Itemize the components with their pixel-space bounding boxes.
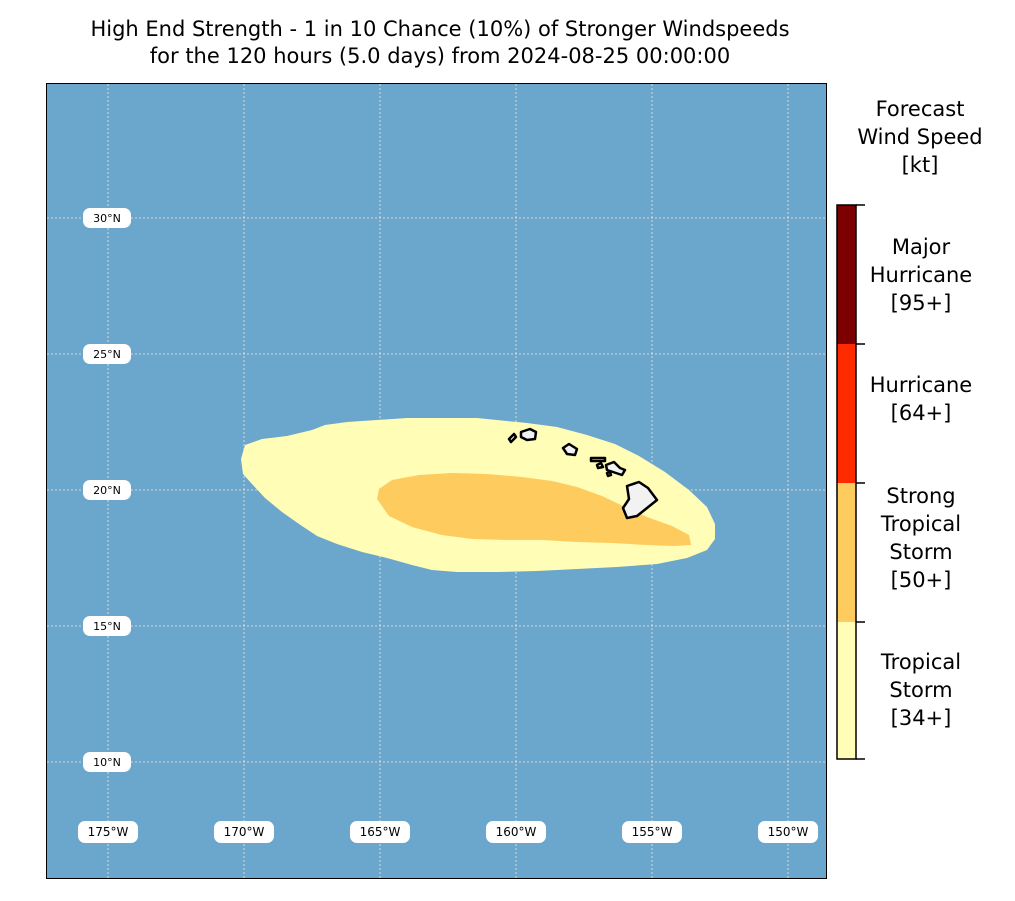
lon-labels: 175°W 170°W 165°W 160°W 155°W 150°W: [78, 821, 818, 843]
island-kauai: [519, 427, 538, 442]
lat-label-25: 25°N: [93, 348, 121, 361]
strong-tropical-storm-line-3: Storm: [889, 540, 953, 564]
colorbar-label-tropical-storm: Tropical Storm [34+]: [856, 648, 986, 732]
tropical-storm-line-2: Storm: [889, 678, 953, 702]
island-kahoolawe: [605, 470, 613, 478]
strong-tropical-storm-line-1: Strong: [886, 484, 956, 508]
lat-label-20: 20°N: [93, 484, 121, 497]
title-line-1: High End Strength - 1 in 10 Chance (10%)…: [90, 17, 790, 41]
major-hurricane-threshold: [95+]: [890, 291, 952, 315]
lon-label-160: 160°W: [496, 825, 537, 839]
island-niihau: [507, 432, 518, 444]
island-big-island: [621, 480, 659, 520]
title-line-2: for the 120 hours (5.0 days) from 2024-0…: [149, 44, 731, 68]
colorbar-label-strong-tropical-storm: Strong Tropical Storm [50+]: [856, 482, 986, 594]
strong-tropical-storm-line-2: Tropical: [880, 512, 962, 536]
lat-label-30: 30°N: [93, 212, 121, 225]
strong-tropical-storm-swath: [377, 473, 691, 546]
major-hurricane-line-1: Major: [891, 235, 951, 259]
colorbar-hurricane: [837, 344, 856, 483]
colorbar-label-hurricane: Hurricane [64+]: [856, 371, 986, 427]
island-molokai: [589, 456, 607, 463]
colorbar-strong-tropical-storm: [837, 483, 856, 622]
lon-label-165: 165°W: [360, 825, 401, 839]
colorbar-label-major-hurricane: Major Hurricane [95+]: [856, 233, 986, 317]
major-hurricane-line-2: Hurricane: [869, 263, 973, 287]
lon-label-155: 155°W: [632, 825, 673, 839]
lon-label-175: 175°W: [88, 825, 129, 839]
lon-label-150: 150°W: [768, 825, 809, 839]
lon-label-170: 170°W: [224, 825, 265, 839]
colorbar-title-line-2: Wind Speed: [857, 125, 983, 149]
lat-label-15: 15°N: [93, 620, 121, 633]
lat-labels: 30°N 25°N 20°N 15°N 10°N: [83, 208, 131, 772]
colorbar-major-hurricane: [837, 205, 856, 344]
hurricane-threshold: [64+]: [890, 401, 952, 425]
islands: [507, 427, 659, 520]
colorbar-title-line-3: [kt]: [901, 153, 939, 177]
map-canvas: 30°N 25°N 20°N 15°N 10°N 175°W 170°W 165…: [47, 84, 826, 878]
colorbar-title-line-1: Forecast: [875, 97, 965, 121]
colorbar-outline: [836, 204, 857, 760]
colorbar-title: Forecast Wind Speed [kt]: [834, 95, 1006, 179]
strong-tropical-storm-threshold: [50+]: [890, 568, 952, 592]
colorbar: [836, 204, 865, 760]
colorbar-ticks: [856, 204, 865, 760]
island-lanai: [595, 461, 605, 470]
colorbar-tropical-storm: [837, 622, 856, 759]
hurricane-line-1: Hurricane: [869, 373, 973, 397]
island-oahu: [561, 442, 579, 457]
map-panel[interactable]: 30°N 25°N 20°N 15°N 10°N 175°W 170°W 165…: [46, 83, 827, 879]
tropical-storm-threshold: [34+]: [890, 706, 952, 730]
tropical-storm-line-1: Tropical: [880, 650, 962, 674]
chart-title: High End Strength - 1 in 10 Chance (10%)…: [0, 16, 880, 70]
lat-label-10: 10°N: [93, 756, 121, 769]
island-maui: [604, 460, 627, 477]
